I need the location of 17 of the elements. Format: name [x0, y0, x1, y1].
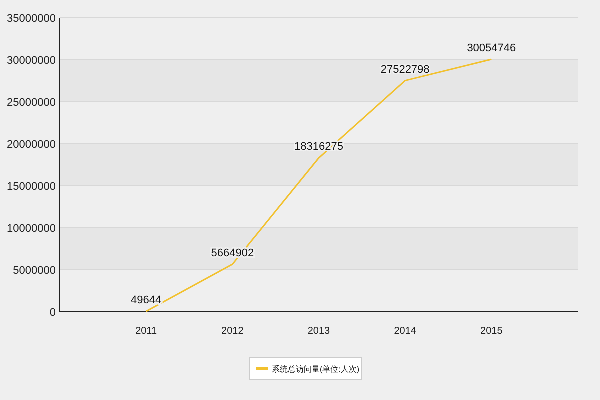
- y-tick-label: 10000000: [7, 222, 56, 235]
- y-tick-label: 35000000: [7, 12, 56, 25]
- data-label: 30054746: [467, 42, 516, 55]
- x-tick-label: 2011: [136, 326, 158, 337]
- x-tick-label: 2015: [480, 326, 504, 337]
- y-tick-label: 15000000: [7, 180, 56, 193]
- y-tick-label: 30000000: [7, 54, 56, 67]
- x-tick-label: 2013: [308, 326, 331, 337]
- data-label: 49644: [131, 294, 162, 307]
- y-tick-label: 20000000: [7, 138, 56, 151]
- data-label: 27522798: [380, 64, 430, 76]
- legend-label: 系统总访问量(单位:人次): [272, 364, 360, 374]
- x-tick-label: 2012: [222, 326, 244, 337]
- x-tick-label: 2014: [394, 326, 417, 337]
- y-tick-label: 0: [50, 306, 56, 319]
- y-tick-label: 5000000: [13, 264, 56, 277]
- y-tick-label: 25000000: [7, 96, 56, 109]
